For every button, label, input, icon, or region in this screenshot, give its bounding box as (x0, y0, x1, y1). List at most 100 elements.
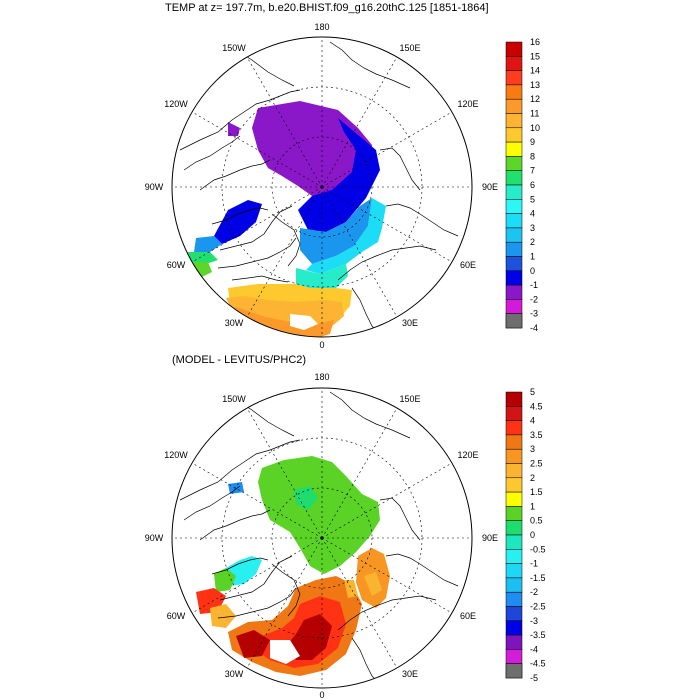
panel2-lon-90e: 90E (482, 533, 498, 543)
panel2-colorbar-box (505, 663, 523, 679)
panel1-colorbar-label: 0 (530, 266, 535, 276)
panel2-colorbar-box (505, 620, 523, 636)
panel1-lon-30w: 30W (225, 318, 244, 328)
panel2-colorbar-label: -1 (530, 559, 538, 569)
panel2-colorbar-label: -0.5 (530, 544, 546, 554)
panel2-colorbar-box (505, 649, 523, 664)
panel2-colorbar-box (505, 406, 523, 421)
panel2-lon-120w: 120W (164, 450, 188, 460)
field2-orange-lab (210, 604, 236, 628)
panel1-colorbar-box (505, 270, 523, 286)
panel2-lon-180: 180 (314, 372, 329, 382)
panel1-colorbar-label: 3 (530, 223, 535, 233)
panel1-lon-0: 0 (319, 340, 324, 350)
panel1-lon-30e: 30E (402, 318, 418, 328)
panel1-colorbar-box (505, 241, 523, 257)
field2-green-dark (294, 486, 318, 510)
panel1-colorbar-box (505, 299, 523, 314)
panel1-colorbar-label: 15 (530, 51, 540, 61)
panel2-colorbar-box (505, 520, 523, 536)
field2-land-iceland (270, 640, 300, 664)
panel1-colorbar-box (505, 98, 523, 114)
panel2-colorbar-label: -4 (530, 644, 538, 654)
panel1-lon-60e: 60E (460, 260, 476, 270)
panel2-lon-90w: 90W (145, 533, 164, 543)
panel1-colorbar-box (505, 184, 523, 200)
panel2-colorbar-box (505, 577, 523, 593)
panel1-title: TEMP at z= 197.7m, b.e20.BHIST.f09_g16.2… (165, 2, 489, 14)
panel2-colorbar-label: -3 (530, 616, 538, 626)
field2-yellow-patch (344, 580, 358, 598)
panel2-colorbar-box (505, 477, 523, 493)
field-4 (306, 198, 386, 274)
panel2-colorbar-label: -1.5 (530, 573, 546, 583)
panel1-colorbar-label: 2 (530, 237, 535, 247)
panel2-lon-0: 0 (319, 690, 324, 700)
panel1-graticule (172, 37, 472, 337)
panel1-coastlines (179, 41, 459, 335)
panel2-colorbar-box (505, 463, 523, 479)
field2-green (258, 456, 380, 574)
panel1-lon-120e: 120E (457, 99, 478, 109)
panel2-colorbar-label: 1.5 (530, 487, 543, 497)
panel1-colorbar-box (505, 113, 523, 129)
panel1-colorbar-label: 7 (530, 166, 535, 176)
field2-atl-dark-b (236, 630, 270, 658)
panel2-colorbar-label: 0.5 (530, 516, 543, 526)
field-8 (188, 262, 212, 280)
panel2-colorbar-label: 2.5 (530, 459, 543, 469)
panel2-lon-60w: 60W (167, 611, 186, 621)
panel2-colorbar-label: -2 (530, 587, 538, 597)
panel2-lon-150e: 150E (399, 394, 420, 404)
panel2-colorbar-box (505, 491, 523, 507)
panel1-lon-60w: 60W (167, 260, 186, 270)
panel1-colorbar-box (505, 213, 523, 229)
panel2-colorbar-label: 2 (530, 473, 535, 483)
panel2-colorbar-label: 1 (530, 501, 535, 511)
panel1-colorbar-box (505, 284, 523, 300)
panel1-colorbar-label: 4 (530, 209, 535, 219)
panel1-colorbar-box (505, 56, 523, 71)
panel1-colorbar-label: -3 (530, 309, 538, 319)
panel1-colorbar-box (505, 256, 523, 272)
panel2-colorbar-box (505, 448, 523, 464)
panel1-colorbar-label: 5 (530, 194, 535, 204)
panel1-colorbar-label: 13 (530, 80, 540, 90)
panel1-colorbar-box (505, 199, 523, 214)
panel1-colorbar-label: 11 (530, 109, 539, 119)
panel2-colorbar-label: -2.5 (530, 602, 546, 612)
panel1-colorbar-box (505, 41, 523, 57)
panel1-lon-150e: 150E (399, 43, 420, 53)
panel2-lon-30w: 30W (225, 669, 244, 679)
panel1-colorbar-label: -4 (530, 323, 538, 333)
field2-cyan (226, 556, 262, 586)
panel1-boundary (171, 36, 473, 338)
panel2-lon-120e: 120E (457, 450, 478, 460)
panel1-colorbar-label: 12 (530, 94, 540, 104)
panel2-colorbar-box (505, 563, 523, 579)
field-6 (296, 264, 348, 288)
panel1-colorbar-label: 14 (530, 66, 540, 76)
field2-blue-small (228, 482, 244, 494)
panel2-graticule (172, 388, 472, 688)
panel2-colorbar-box (505, 420, 523, 436)
panel1-map: 180 150W 150E 120W 120E 90W 90E 60W 60E … (145, 22, 498, 350)
panel2-colorbar-label: -5 (530, 673, 538, 683)
panel2-colorbar-box (505, 549, 523, 564)
panel2-colorbar-label: -3.5 (530, 630, 546, 640)
panel1-colorbar-label: -2 (530, 294, 538, 304)
field-land-iceland (290, 314, 318, 330)
panel2-colorbar-box (505, 506, 523, 521)
field2-atl-dark (286, 614, 332, 660)
panel2-lon-60e: 60E (460, 611, 476, 621)
panel1-colorbar-box (505, 313, 523, 329)
panel1-colorbar-box (505, 84, 523, 100)
panel2-boundary (171, 387, 473, 689)
panel1-colorbar-label: 16 (530, 37, 540, 47)
panel2-map: 180 150W 150E 120W 120E 90W 90E 60W 60E … (145, 372, 498, 700)
field2-green-b (214, 568, 236, 592)
panel1-colorbar-label: -1 (530, 280, 538, 290)
panel2-colorbar-label: 4 (530, 416, 535, 426)
field-blue-1b (214, 200, 262, 244)
